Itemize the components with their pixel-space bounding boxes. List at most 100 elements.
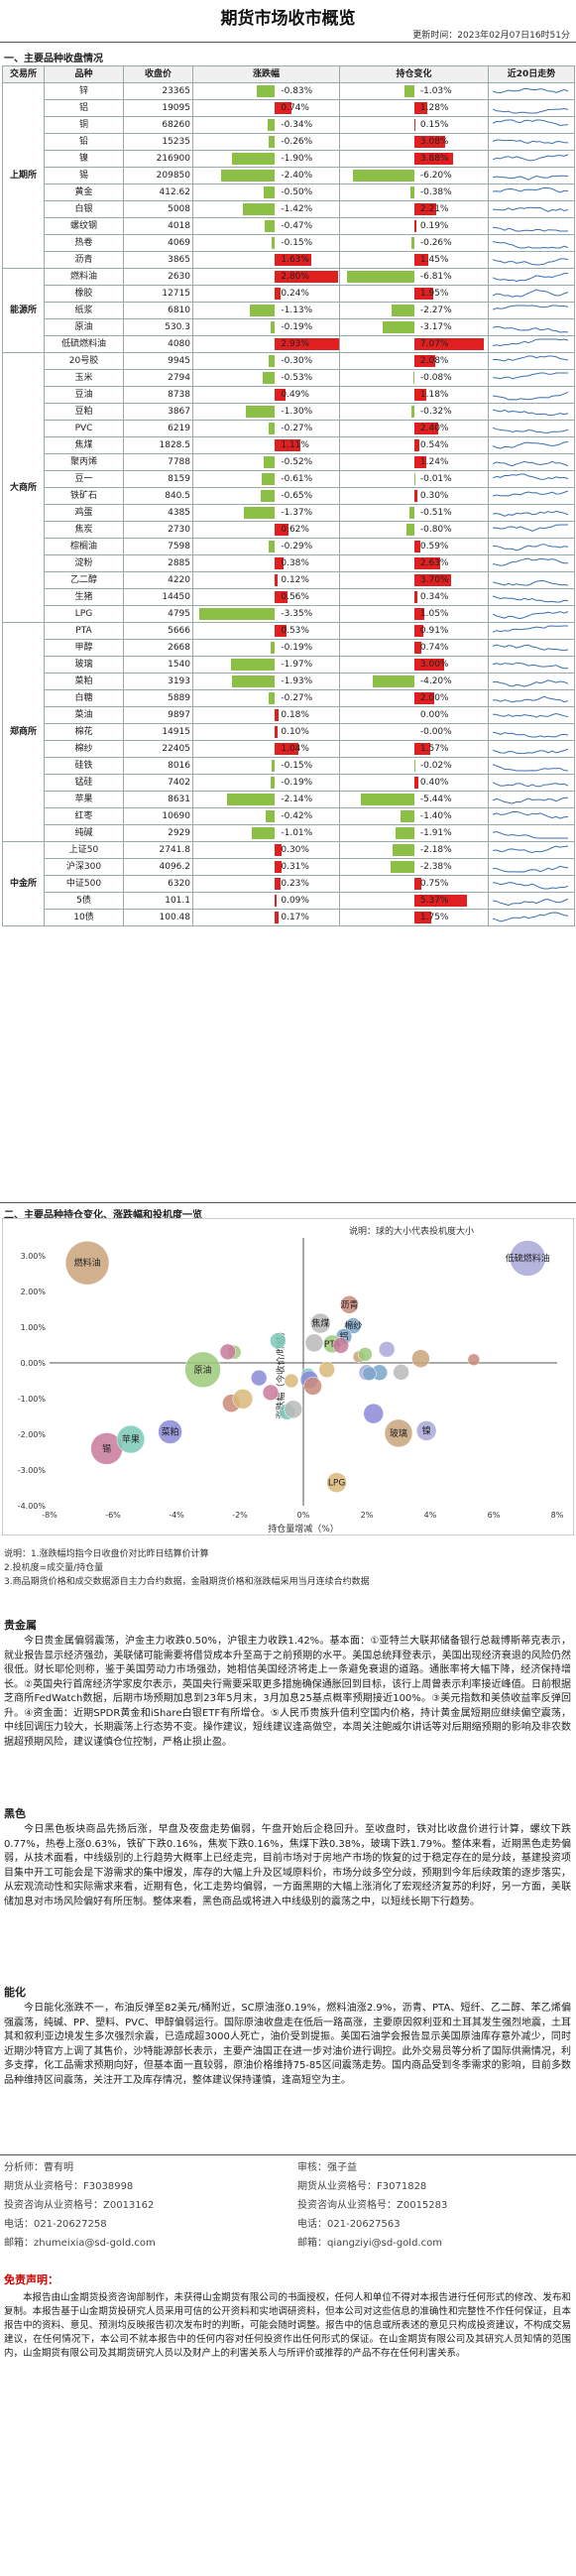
trend-line <box>492 338 569 347</box>
product-name: 淀粉 <box>44 554 124 572</box>
oi-label: -1.91% <box>419 828 452 838</box>
product-name: 低硫燃料油 <box>44 335 124 353</box>
change-label: -0.15% <box>281 238 313 248</box>
oi-bar <box>408 507 414 519</box>
trend-sparkline <box>492 175 569 181</box>
change-bar <box>271 777 276 789</box>
oi-cell: 7.07% <box>339 335 489 353</box>
point-label: 低硫燃料油 <box>506 1253 550 1265</box>
change-cell: 0.74% <box>192 99 340 117</box>
trend-line <box>492 764 569 772</box>
trend-line <box>493 865 569 873</box>
analyst-phone: 电话：021-20627258 <box>4 2219 107 2230</box>
close-price: 2794 <box>123 369 193 387</box>
oi-label: -0.02% <box>419 761 452 771</box>
change-bar <box>275 844 283 856</box>
close-price: 100.48 <box>123 909 193 926</box>
close-price: 15235 <box>123 133 193 151</box>
change-label: -0.83% <box>281 86 313 96</box>
reviewer-phone: 电话：021-20627563 <box>297 2219 401 2230</box>
y-tick-label: 2.00% <box>21 1288 47 1296</box>
trend-line <box>492 882 569 890</box>
trend-cell <box>488 184 575 201</box>
scatter-point <box>262 1384 280 1402</box>
oi-label: 0.40% <box>419 778 449 788</box>
oi-label: 1.57% <box>419 744 449 754</box>
product-name: 黄金 <box>44 184 124 201</box>
change-cell: -1.93% <box>192 673 340 690</box>
oi-bar <box>413 878 422 890</box>
oi-label: -3.17% <box>419 322 452 332</box>
product-name: 纸浆 <box>44 302 124 319</box>
oi-bar <box>393 844 414 856</box>
oi-cell: 1.75% <box>339 909 489 926</box>
change-label: -2.14% <box>281 795 313 804</box>
scatter-point <box>509 1240 546 1277</box>
table-row: 淀粉 2885 0.38% 2.63% <box>3 554 575 572</box>
product-name: 5债 <box>44 892 124 910</box>
point-label: 棉纱 <box>344 1320 362 1332</box>
oi-bar <box>413 777 418 789</box>
analyst-block-right: 审核：强子益 期货从业资格号：F3071828 投资咨询从业资格号：Z00152… <box>297 2158 447 2253</box>
oi-label: 0.75% <box>419 879 449 889</box>
trend-sparkline <box>492 662 569 670</box>
trend-line <box>492 712 569 718</box>
trend-line <box>492 731 569 738</box>
change-bar <box>275 102 292 114</box>
exchange-cell: 中金所 <box>2 841 45 926</box>
close-price: 7788 <box>123 453 193 471</box>
change-cell: 1.04% <box>192 740 340 758</box>
section-1-title: 一、主要品种收盘情况 <box>4 54 103 64</box>
oi-bar <box>413 220 416 232</box>
close-price: 68260 <box>123 116 193 134</box>
oi-bar <box>413 574 451 586</box>
change-cell: 0.24% <box>192 285 340 303</box>
chart-notes: 说明：1.涨跌幅均指今日收盘价对比昨日结算价计算 2.投机度=成交量/持仓量 3… <box>4 1547 370 1589</box>
trend-cell <box>488 420 575 437</box>
close-price: 2730 <box>123 521 193 539</box>
oi-bar <box>403 85 414 97</box>
trend-sparkline <box>492 595 569 603</box>
product-name: 中证500 <box>44 875 124 893</box>
table-row: 低硫燃料油 4080 2.93% 7.07% <box>3 335 575 353</box>
oi-bar <box>413 625 423 637</box>
change-label: 0.09% <box>281 896 309 906</box>
oi-label: 0.74% <box>419 643 449 653</box>
header-close: 收盘价 <box>123 65 193 83</box>
trend-cell <box>488 538 575 555</box>
trend-sparkline <box>492 882 569 890</box>
change-bar <box>271 237 276 249</box>
point-label: LPG <box>328 1479 345 1489</box>
product-name: 红枣 <box>44 807 124 825</box>
oi-label: -2.38% <box>419 862 452 872</box>
trend-sparkline <box>492 372 568 380</box>
oi-bar <box>372 675 414 687</box>
change-cell: -0.47% <box>192 217 340 235</box>
product-name: 燃料油 <box>44 268 124 286</box>
oi-bar <box>413 608 425 620</box>
trend-sparkline <box>492 557 569 566</box>
oi-label: -0.01% <box>419 474 452 484</box>
trend-line <box>492 372 568 380</box>
scatter-point <box>158 1419 182 1444</box>
trend-cell <box>488 99 575 117</box>
trend-cell <box>488 723 575 741</box>
oi-label: 3.70% <box>419 575 449 585</box>
oi-cell: 1.05% <box>339 605 489 623</box>
trend-sparkline <box>492 473 569 480</box>
oi-cell: 0.34% <box>339 588 489 606</box>
x-tick-label: 4% <box>424 1511 437 1520</box>
close-price: 9945 <box>123 352 193 370</box>
oi-cell: 0.15% <box>339 116 489 134</box>
oi-bar <box>413 288 434 300</box>
product-name: 锡 <box>44 167 124 184</box>
trend-sparkline <box>492 391 569 401</box>
trend-sparkline <box>492 644 569 652</box>
oi-bar <box>413 389 426 401</box>
trend-sparkline <box>492 625 568 633</box>
divider <box>0 2154 576 2155</box>
product-name: 豆粕 <box>44 403 124 421</box>
trend-cell <box>488 82 575 100</box>
table-row: 黄金 412.62 -0.50% -0.38% <box>3 184 575 201</box>
change-label: 2.80% <box>281 272 309 282</box>
